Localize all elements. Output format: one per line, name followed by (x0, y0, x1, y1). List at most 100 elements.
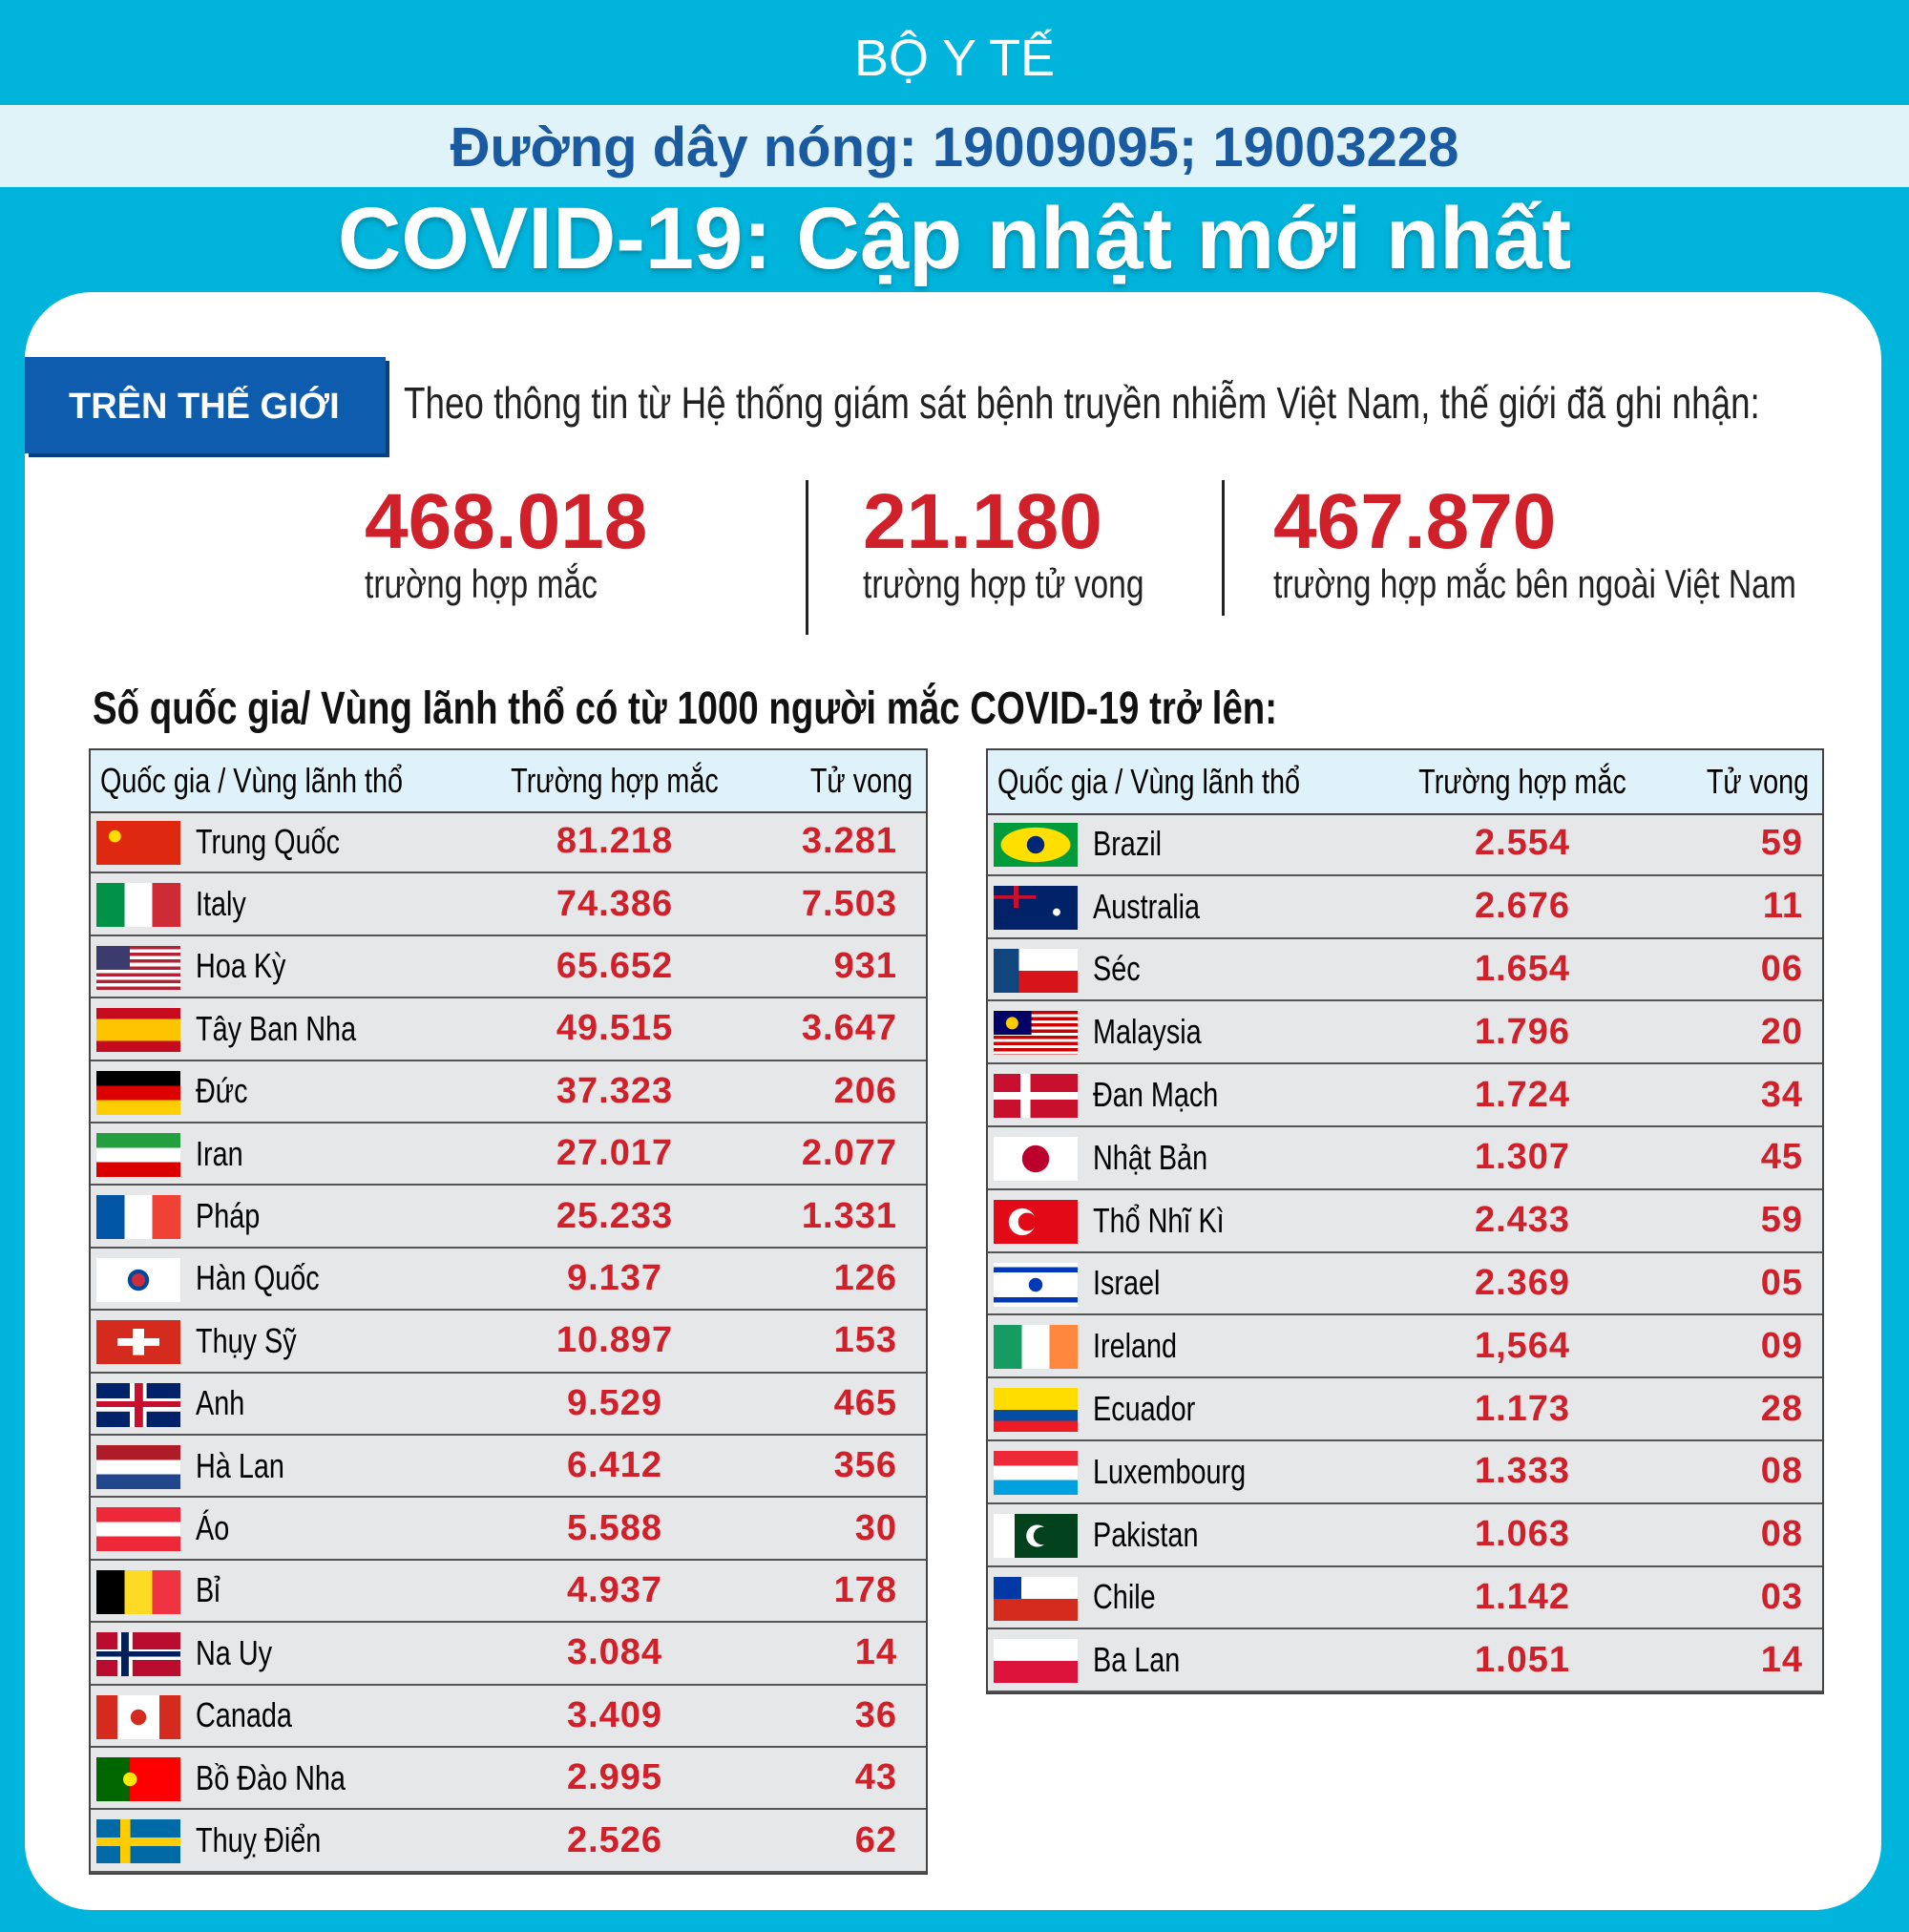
death-count: 3.281 (801, 821, 897, 862)
country-name: Ba Lan (1093, 1640, 1181, 1680)
case-count: 2.554 (1474, 823, 1571, 864)
death-count: 43 (854, 1757, 897, 1798)
death-count: 06 (1760, 948, 1803, 989)
country-name: Israel (1093, 1263, 1161, 1303)
country-name: Đan Mạch (1093, 1075, 1219, 1115)
death-count: 178 (833, 1569, 897, 1610)
country-name: Hà Lan (196, 1445, 284, 1485)
table-row: Thụy Sỹ 10.897 153 (91, 1311, 926, 1374)
country-name: Italy (196, 884, 246, 924)
case-count: 9.137 (566, 1257, 663, 1298)
table-row: Áo 5.588 30 (91, 1498, 926, 1561)
case-count: 1.796 (1474, 1011, 1571, 1052)
table-row: Pháp 25.233 1.331 (91, 1186, 926, 1249)
flag-icon (994, 948, 1078, 993)
death-count: 59 (1760, 1200, 1803, 1241)
table-row: Ecuador 1.173 28 (988, 1378, 1822, 1441)
flag-icon (96, 1507, 180, 1552)
flag-icon (96, 1757, 180, 1801)
case-count: 74.386 (556, 883, 674, 924)
country-name: Malaysia (1093, 1012, 1202, 1052)
country-name: Nhật Bản (1093, 1137, 1208, 1177)
case-count: 3.409 (566, 1694, 663, 1735)
flag-icon (994, 1325, 1078, 1370)
header-cell: Trường hợp mắc (1418, 762, 1626, 801)
flag-icon (994, 1639, 1078, 1684)
flag-icon (96, 1694, 180, 1739)
flag-icon (96, 945, 180, 990)
case-count: 1.142 (1474, 1576, 1571, 1617)
table-row: Ireland 1,564 09 (988, 1315, 1822, 1379)
death-count: 09 (1760, 1325, 1803, 1366)
table-row: Na Uy 3.084 14 (91, 1623, 926, 1686)
flag-icon (994, 1451, 1078, 1495)
country-name: Luxembourg (1093, 1451, 1247, 1491)
table-row: Pakistan 1.063 08 (988, 1504, 1822, 1567)
stat-label: trường hợp mắc (365, 561, 598, 606)
table-row: Trung Quốc 81.218 3.281 (91, 811, 926, 874)
flag-icon (994, 823, 1078, 867)
case-count: 1.307 (1474, 1137, 1571, 1178)
case-count: 1.654 (1474, 948, 1571, 989)
country-name: Na Uy (196, 1632, 273, 1672)
death-count: 2.077 (801, 1133, 897, 1174)
death-count: 3.647 (801, 1008, 897, 1049)
death-count: 931 (833, 945, 897, 986)
case-count: 1.173 (1474, 1388, 1571, 1429)
country-name: Tây Ban Nha (196, 1008, 357, 1048)
header-cell: Tử vong (1706, 762, 1809, 801)
divider (806, 480, 808, 635)
death-count: 08 (1760, 1451, 1803, 1492)
country-name: Ecuador (1093, 1389, 1196, 1429)
case-count: 9.529 (566, 1382, 663, 1423)
country-name: Bỉ (196, 1570, 220, 1610)
country-name: Chile (1093, 1577, 1156, 1617)
death-count: 62 (854, 1819, 897, 1860)
case-count: 81.218 (556, 821, 674, 862)
flag-icon (994, 1199, 1078, 1244)
flag-icon (96, 1008, 180, 1053)
flag-icon (96, 1632, 180, 1677)
table-row: Hàn Quốc 9.137 126 (91, 1249, 926, 1312)
case-count: 6.412 (566, 1445, 663, 1486)
hotline: Đường dây nóng: 19009095; 19003228 (450, 116, 1459, 178)
country-name: Bồ Đào Nha (196, 1757, 346, 1797)
death-count: 356 (833, 1445, 897, 1486)
table-row: Bồ Đào Nha 2.995 43 (91, 1748, 926, 1811)
stat-label: trường hợp tử vong (863, 561, 1144, 606)
table-row: Luxembourg 1.333 08 (988, 1441, 1822, 1504)
table-row: Thổ Nhĩ Kì 2.433 59 (988, 1190, 1822, 1253)
table-row: Hoa Kỳ 65.652 931 (91, 936, 926, 999)
country-name: Thổ Nhĩ Kì (1093, 1200, 1225, 1240)
flag-icon (994, 1074, 1078, 1119)
table-row: Hà Lan 6.412 356 (91, 1436, 926, 1499)
table-row: Nhật Bản 1.307 45 (988, 1127, 1822, 1190)
stat-value: 467.870 (1273, 478, 1557, 565)
header-cell: Tử vong (809, 761, 913, 800)
hotline-band (0, 105, 1909, 187)
flag-icon (994, 885, 1078, 930)
table-header: Quốc gia / Vùng lãnh thổ Trường hợp mắc Tử… (988, 750, 1822, 815)
table-subtitle: Số quốc gia/ Vùng lãnh thổ có từ 1000 ng… (93, 683, 1278, 734)
case-count: 1,564 (1474, 1325, 1571, 1366)
case-count: 4.937 (566, 1569, 663, 1610)
case-count: 1.333 (1474, 1451, 1571, 1492)
header-cell: Quốc gia / Vùng lãnh thổ (100, 761, 404, 800)
table-header: Quốc gia / Vùng lãnh thổ Trường hợp mắc Tử… (91, 750, 926, 813)
case-count: 49.515 (556, 1008, 674, 1049)
stat-value: 468.018 (365, 478, 648, 565)
country-name: Ireland (1093, 1326, 1178, 1366)
header-cell: Trường hợp mắc (511, 761, 719, 800)
death-count: 7.503 (801, 883, 897, 924)
death-count: 14 (854, 1632, 897, 1673)
table-row: Malaysia 1.796 20 (988, 1001, 1822, 1065)
death-count: 05 (1760, 1262, 1803, 1303)
country-name: Hàn Quốc (196, 1258, 320, 1298)
case-count: 2.433 (1474, 1200, 1571, 1241)
case-count: 1.051 (1474, 1639, 1571, 1680)
intro-text: Theo thông tin từ Hệ thống giám sát bệnh… (404, 378, 1760, 428)
country-name: Thuỵ Điển (196, 1820, 322, 1860)
case-count: 3.084 (566, 1632, 663, 1673)
flag-icon (96, 1382, 180, 1427)
